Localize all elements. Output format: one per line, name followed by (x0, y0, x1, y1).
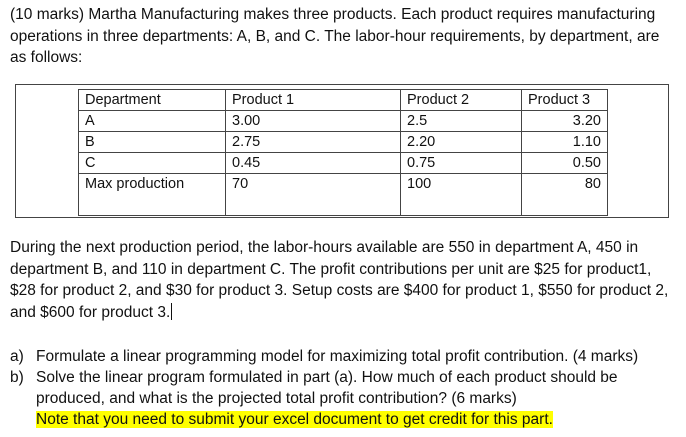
part-a: a) Formulate a linear programming model … (10, 346, 670, 367)
table-row: Max production 70 100 80 (78, 173, 608, 216)
dept-cell: Max production (78, 173, 226, 216)
product-3-cell: 80 (521, 173, 608, 216)
product-3-cell: 1.10 (521, 131, 608, 153)
part-a-marker: a) (10, 348, 24, 365)
question-parts: a) Formulate a linear programming model … (10, 346, 670, 430)
product-2-cell: 100 (400, 173, 522, 216)
table-header-row: Department Product 1 Product 2 Product 3 (78, 89, 608, 111)
part-b-marker: b) (10, 369, 24, 386)
labor-hours-table: Department Product 1 Product 2 Product 3… (78, 89, 608, 216)
dept-cell: C (78, 152, 226, 174)
part-b: b) Solve the linear program formulated i… (10, 367, 670, 430)
product-2-cell: 0.75 (400, 152, 522, 174)
header-product-3: Product 3 (521, 89, 608, 111)
header-product-1: Product 1 (225, 89, 401, 111)
product-3-cell: 0.50 (521, 152, 608, 174)
intro-paragraph: (10 marks) Martha Manufacturing makes th… (10, 6, 660, 66)
product-1-cell: 2.75 (225, 131, 401, 153)
part-b-text: Solve the linear program formulated in p… (36, 369, 618, 407)
table-row: A 3.00 2.5 3.20 (78, 110, 608, 132)
submission-note: Note that you need to submit your excel … (36, 411, 553, 428)
product-1-cell: 0.45 (225, 152, 401, 174)
dept-cell: A (78, 110, 226, 132)
header-department: Department (78, 89, 226, 111)
product-1-cell: 3.00 (225, 110, 401, 132)
dept-cell: B (78, 131, 226, 153)
table-row: B 2.75 2.20 1.10 (78, 131, 608, 153)
product-1-cell: 70 (225, 173, 401, 216)
details-paragraph: During the next production period, the l… (10, 237, 678, 323)
product-2-cell: 2.5 (400, 110, 522, 132)
details-text: During the next production period, the l… (10, 239, 669, 321)
table-row: C 0.45 0.75 0.50 (78, 152, 608, 174)
header-product-2: Product 2 (400, 89, 522, 111)
table-frame (15, 84, 669, 218)
part-a-text: Formulate a linear programming model for… (36, 348, 639, 365)
text-cursor (171, 302, 173, 320)
product-3-cell: 3.20 (521, 110, 608, 132)
product-2-cell: 2.20 (400, 131, 522, 153)
